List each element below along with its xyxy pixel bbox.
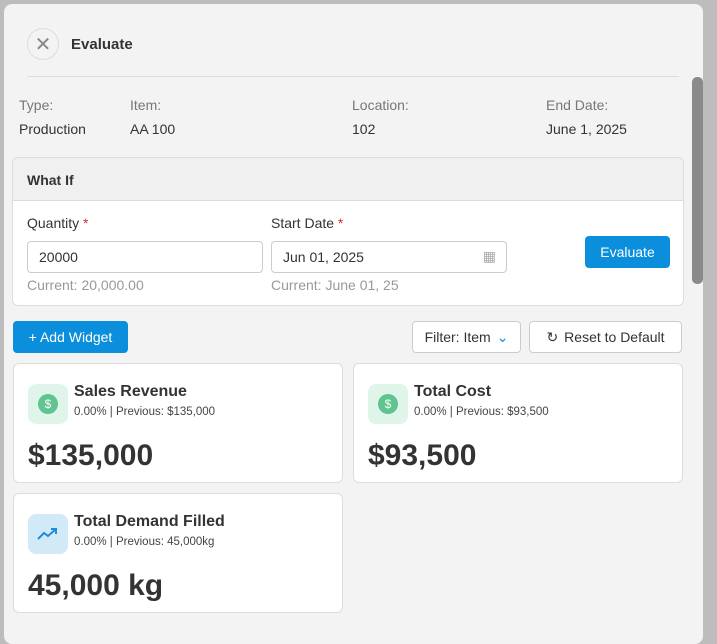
info-item: Item: AA 100: [130, 97, 175, 137]
divider: [27, 76, 679, 77]
refresh-icon: ↻: [546, 328, 559, 345]
what-if-title: What If: [13, 158, 683, 201]
reset-button[interactable]: ↻ Reset to Default: [529, 321, 682, 353]
filter-label: Filter: Item: [424, 329, 491, 345]
start-date-label: Start Date *: [271, 215, 343, 231]
required-marker: *: [83, 215, 89, 231]
info-value: June 1, 2025: [546, 121, 627, 137]
widget-value: $93,500: [368, 439, 477, 472]
info-value: AA 100: [130, 121, 176, 137]
widget-title: Total Cost: [414, 383, 492, 400]
info-type: Type: Production: [19, 97, 86, 137]
quantity-label-text: Quantity: [27, 215, 80, 231]
info-label: Location:: [352, 97, 409, 113]
info-value: Production: [19, 121, 86, 137]
dollar-icon: $: [368, 384, 408, 424]
widget-sales-revenue: $ Sales Revenue 0.00% | Previous: $135,0…: [13, 363, 343, 483]
info-label: Type:: [19, 97, 54, 113]
trending-up-icon: [28, 514, 68, 554]
close-icon: ✕: [34, 33, 52, 56]
info-label: End Date:: [546, 97, 609, 113]
info-label: Item:: [130, 97, 162, 113]
dollar-icon: $: [28, 384, 68, 424]
widget-subtitle: 0.00% | Previous: $93,500: [414, 406, 549, 418]
info-location: Location: 102: [352, 97, 409, 137]
widget-total-demand-filled: Total Demand Filled 0.00% | Previous: 45…: [13, 493, 343, 613]
widget-subtitle: 0.00% | Previous: 45,000kg: [74, 536, 215, 548]
widget-value: 45,000 kg: [28, 569, 164, 602]
widget-value: $135,000: [28, 439, 154, 472]
add-widget-button[interactable]: + Add Widget: [13, 321, 128, 353]
quantity-input[interactable]: 20000: [27, 241, 263, 273]
start-date-value: Jun 01, 2025: [283, 249, 364, 265]
filter-dropdown[interactable]: Filter: Item ⌄: [412, 321, 521, 353]
quantity-current: Current: 20,000.00: [27, 277, 144, 293]
widget-total-cost: $ Total Cost 0.00% | Previous: $93,500 $…: [353, 363, 683, 483]
calendar-icon[interactable]: ▦: [482, 248, 496, 264]
widget-title: Total Demand Filled: [74, 513, 225, 530]
what-if-panel: What If Quantity * 20000 Current: 20,000…: [12, 157, 684, 306]
widget-title: Sales Revenue: [74, 383, 187, 400]
evaluate-modal: ✕ Evaluate Type: Production Item: AA 100 L…: [4, 4, 703, 644]
widget-subtitle: 0.00% | Previous: $135,000: [74, 406, 216, 418]
scrollbar[interactable]: [692, 77, 703, 284]
evaluate-button[interactable]: Evaluate: [585, 236, 670, 268]
quantity-label: Quantity *: [27, 215, 88, 231]
start-date-label-text: Start Date: [271, 215, 335, 231]
info-value: 102: [352, 121, 376, 137]
required-marker: *: [337, 215, 344, 231]
close-button[interactable]: ✕: [27, 28, 59, 60]
start-date-current: Current: June 01, 25: [271, 277, 399, 293]
chevron-down-icon: ⌄: [496, 328, 509, 345]
start-date-input[interactable]: Jun 01, 2025 ▦: [271, 241, 507, 273]
modal-title: Evaluate: [71, 36, 133, 53]
reset-label: Reset to Default: [564, 329, 665, 345]
info-end-date: End Date: June 1, 2025: [546, 97, 627, 137]
